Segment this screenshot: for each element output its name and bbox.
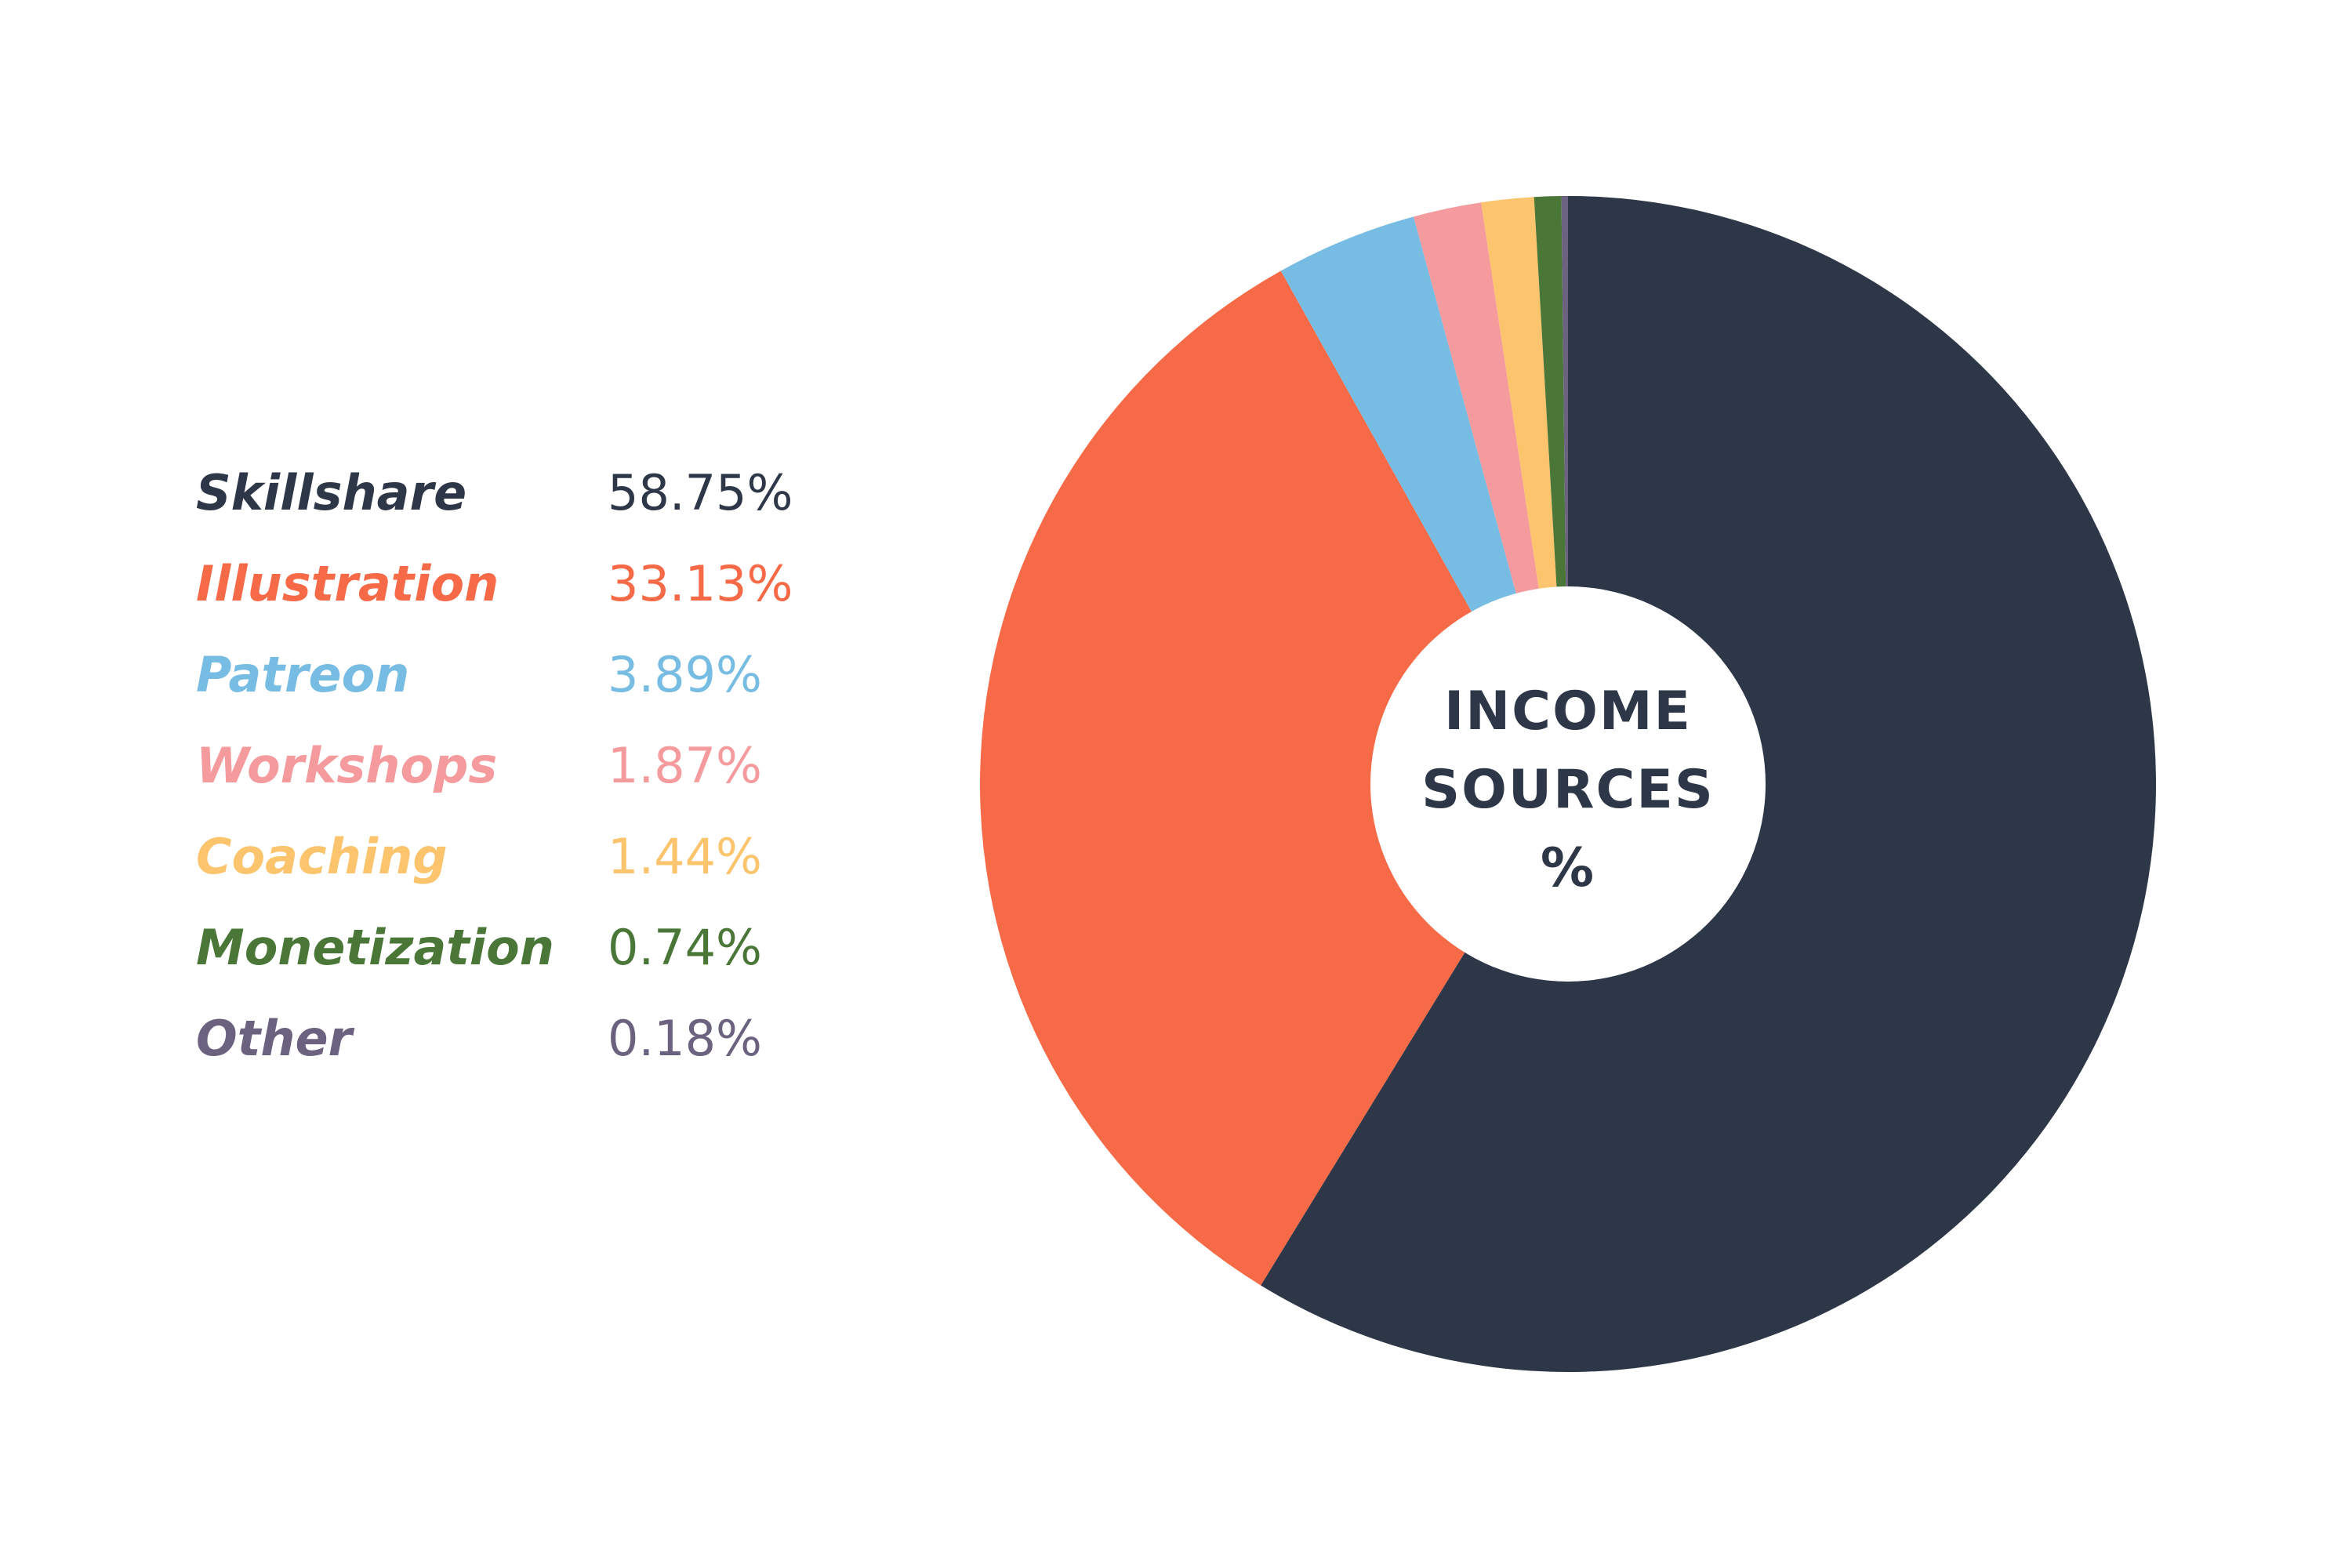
chart-title-line-3: % [1541,837,1595,899]
legend-label-patreon: Patreon [196,646,409,703]
legend-label-workshops: Workshops [196,737,497,794]
legend-value-workshops: 1.87% [608,737,762,794]
legend-value-skillshare: 58.75% [608,464,793,521]
legend-value-other: 0.18% [608,1010,762,1067]
chart-title: INCOME SOURCES % [1421,681,1715,899]
legend-label-coaching: Coaching [196,828,448,885]
legend-label-illustration: Illustration [196,555,499,612]
donut-hole [1370,586,1766,982]
legend-label-skillshare: Skillshare [196,464,466,521]
legend-value-patreon: 3.89% [608,646,762,703]
legend-value-illustration: 33.13% [608,555,793,612]
legend: Skillshare 58.75% Illustration 33.13% Patreo… [196,464,793,1067]
legend-value-coaching: 1.44% [608,828,762,885]
chart-title-line-2: SOURCES [1421,759,1715,821]
legend-value-monetization: 0.74% [608,919,762,976]
chart-title-line-1: INCOME [1444,681,1692,742]
legend-label-other: Other [196,1010,355,1067]
legend-label-monetization: Monetization [196,919,554,976]
pie-slice-illustration [979,270,1568,1286]
